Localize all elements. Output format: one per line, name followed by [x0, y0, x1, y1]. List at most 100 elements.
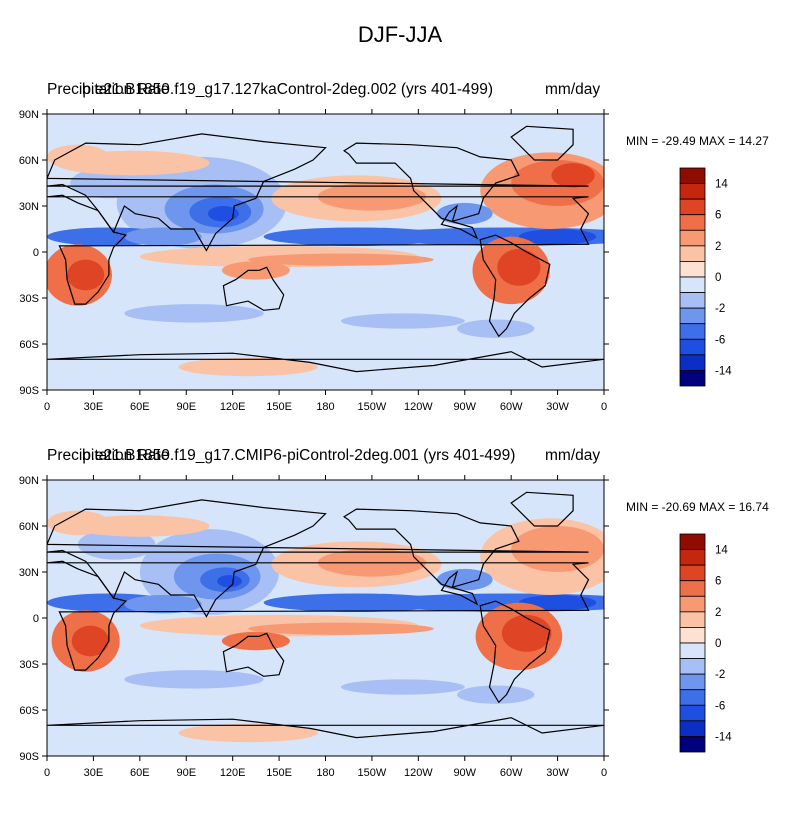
- x-tick-label: 150W: [358, 401, 387, 413]
- x-tick-label: 150W: [358, 767, 387, 779]
- y-tick-label: 30S: [19, 659, 39, 671]
- precip-contour-region: [248, 622, 434, 635]
- map-panel-top: Precipitation Rate b.e21.B1850.f19_g17.1…: [0, 78, 800, 448]
- colorbar-swatch: [679, 214, 706, 231]
- x-tick-label: 60E: [130, 767, 150, 779]
- colorbar-swatch: [679, 611, 706, 628]
- coastline: [47, 351, 604, 373]
- x-tick-label: 90E: [176, 767, 196, 779]
- center-string: b.e21.B1850.f19_g17.CMIP6-piControl-2deg…: [82, 447, 516, 464]
- colorbar-swatch: [679, 736, 706, 753]
- y-tick-label: 0: [33, 613, 39, 625]
- colorbar-swatch: [679, 354, 706, 371]
- colorbar-swatch: [679, 370, 706, 387]
- x-tick-label: 120E: [220, 401, 246, 413]
- x-tick-label: 60W: [500, 767, 523, 779]
- colorbar-swatch: [679, 276, 706, 293]
- left-string: Precipitation Rate: [47, 81, 170, 98]
- precip-map-bottom: 90N 60N 30N 0 30S 60S 90S 0 30E 60E 90E 120E 150E 180…: [19, 475, 732, 779]
- colorbar-label: 0: [715, 638, 721, 650]
- colorbar-swatch: [679, 261, 706, 278]
- colorbar-label: -14: [715, 365, 732, 377]
- y-tick-label: 60N: [19, 521, 39, 533]
- colorbar-swatch: [679, 307, 706, 325]
- colorbar-label: 6: [715, 576, 721, 588]
- coastline: [47, 560, 590, 671]
- min-max-stats: MIN = -29.49 MAX = 14.27: [626, 134, 769, 148]
- colorbar-swatch: [679, 689, 706, 706]
- min-max-stats: MIN = -20.69 MAX = 16.74: [626, 500, 769, 514]
- colorbar-swatch: [679, 292, 706, 309]
- colorbar-swatch: [679, 245, 706, 262]
- coastline: [47, 499, 589, 618]
- colorbar-label: -2: [715, 669, 725, 681]
- x-tick-label: 30E: [84, 401, 104, 413]
- x-tick-label: 0: [601, 401, 607, 413]
- colorbar-swatch: [679, 198, 706, 216]
- x-tick-label: 120W: [404, 401, 433, 413]
- colorbar-swatch: [679, 720, 706, 737]
- coastline: [47, 194, 590, 305]
- coastline: [479, 234, 551, 338]
- precip-contour-region: [436, 568, 493, 591]
- precip-contour-region: [124, 304, 264, 323]
- coastline: [47, 717, 604, 739]
- units-string: mm/day: [545, 81, 601, 98]
- precip-contour-region: [263, 227, 450, 246]
- colorbar-label: 6: [715, 210, 721, 222]
- precip-contour-region: [178, 723, 318, 743]
- y-tick-label: 0: [33, 247, 39, 259]
- map-panel-bottom: Precipitation Rate b.e21.B1850.f19_g17.C…: [0, 444, 800, 814]
- y-tick-label: 30S: [19, 293, 39, 305]
- colorbar-label: 0: [715, 272, 721, 284]
- coastline: [222, 266, 285, 311]
- y-tick-label: 60N: [19, 155, 39, 167]
- y-tick-label: 90N: [19, 475, 39, 487]
- colorbar-swatch: [679, 642, 706, 659]
- coastline: [342, 508, 520, 606]
- colorbar-label: -14: [715, 731, 732, 743]
- x-tick-label: 120W: [404, 767, 433, 779]
- precip-contour-region: [248, 253, 434, 266]
- colorbar-swatch: [679, 704, 706, 722]
- colorbar-swatch: [679, 183, 706, 200]
- colorbar-swatch: [679, 564, 706, 582]
- precip-contour-region: [340, 679, 465, 695]
- left-string: Precipitation Rate: [47, 447, 170, 464]
- precip-contour-region: [124, 670, 264, 689]
- precip-contour-region: [67, 259, 105, 291]
- colorbar-swatch: [679, 167, 706, 184]
- colorbar-swatch: [679, 673, 706, 691]
- precip-contour-region: [71, 625, 109, 657]
- x-tick-label: 180: [316, 767, 334, 779]
- coastline: [47, 133, 589, 252]
- x-tick-label: 90W: [453, 767, 476, 779]
- x-tick-label: 30W: [546, 767, 569, 779]
- x-tick-label: 120E: [220, 767, 246, 779]
- x-tick-label: 0: [601, 767, 607, 779]
- x-tick-label: 180: [316, 401, 334, 413]
- x-tick-label: 0: [44, 767, 50, 779]
- colorbar-label: 2: [715, 241, 721, 253]
- colorbar-label: -6: [715, 700, 725, 712]
- precip-contour-region: [178, 357, 318, 377]
- coastline: [479, 600, 551, 704]
- x-tick-label: 90W: [453, 401, 476, 413]
- x-tick-label: 90E: [176, 401, 196, 413]
- colorbar-swatch: [679, 595, 706, 613]
- colorbar-swatch: [679, 580, 706, 597]
- x-tick-label: 60W: [500, 401, 523, 413]
- colorbar-swatch: [679, 627, 706, 644]
- y-tick-label: 90S: [19, 751, 39, 763]
- precip-field: [47, 114, 604, 390]
- precip-contour-region: [436, 202, 493, 225]
- colorbar-swatch: [679, 533, 706, 550]
- colorbar-label: 14: [715, 545, 728, 557]
- y-tick-label: 90S: [19, 385, 39, 397]
- y-tick-label: 60S: [19, 339, 39, 351]
- precip-contour-region: [518, 229, 597, 245]
- precip-field: [47, 480, 604, 756]
- precip-contour-region: [457, 319, 535, 338]
- center-string: b.e21.B1850.f19_g17.127kaControl-2deg.00…: [82, 81, 494, 98]
- precip-contour-region: [47, 510, 109, 536]
